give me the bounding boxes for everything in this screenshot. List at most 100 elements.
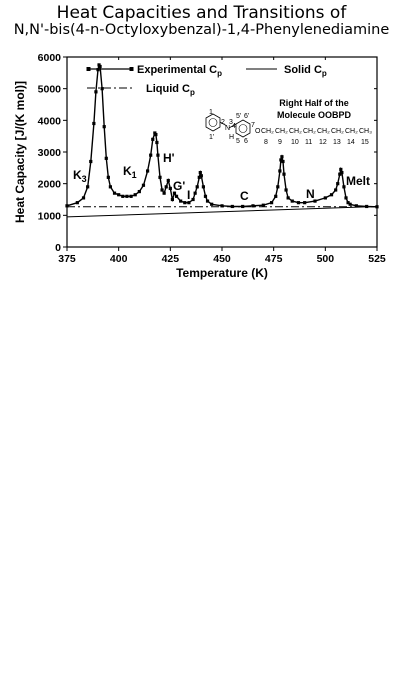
- data-point: [338, 172, 342, 176]
- atom-label-1-prime: 1': [209, 134, 214, 141]
- data-point: [251, 204, 255, 208]
- atom-label-14: 14: [347, 139, 355, 146]
- data-point: [106, 175, 110, 179]
- data-point: [313, 199, 317, 203]
- data-point: [241, 204, 245, 209]
- atom-o: O: [255, 128, 261, 135]
- chain-ch2: CH₂: [289, 128, 302, 135]
- data-point: [279, 158, 283, 162]
- data-point: [172, 191, 177, 195]
- data-point: [340, 170, 344, 175]
- atom-label-10: 10: [291, 139, 299, 146]
- inset-caption-line-1: Right Half of the: [279, 98, 349, 108]
- data-point: [339, 167, 343, 172]
- atom-label-12: 12: [319, 139, 327, 146]
- chart-title-line-2: N,N'-bis(4-n-Octyloxybenzal)-1,4-Phenyle…: [13, 22, 390, 38]
- data-point: [365, 204, 369, 209]
- data-point: [220, 204, 224, 208]
- legend: Experimental Cp Solid Cp Liquid Cp: [86, 64, 327, 97]
- chain-numbers: 8 9 10 11 12 13 14 15: [264, 139, 369, 146]
- data-point: [112, 191, 117, 195]
- data-point: [133, 193, 137, 197]
- data-point: [336, 182, 340, 186]
- data-point: [121, 194, 125, 198]
- atom-label-3: 3: [229, 119, 233, 126]
- y-axis-label: Heat Capacity [J/(K mol)]: [13, 81, 27, 223]
- atom-label-4: 4: [232, 123, 236, 130]
- phenylene-ring: [205, 113, 221, 132]
- atom-label-2: 2: [221, 119, 225, 126]
- atom-n: N: [225, 125, 230, 132]
- heat-capacity-chart: 375 400 425 450 475 500 5250100020003000400050…: [13, 52, 386, 280]
- data-point: [149, 153, 153, 157]
- phase-label-n: N: [306, 187, 315, 201]
- data-point: [98, 64, 102, 69]
- bond-ch: [228, 123, 237, 129]
- phase-label-i: I: [187, 188, 190, 202]
- atom-label-1: 1: [209, 109, 213, 116]
- benzal-ring: [235, 119, 251, 138]
- legend-experimental-marker: [129, 67, 134, 71]
- data-point: [162, 191, 166, 195]
- legend-experimental-marker: [86, 67, 91, 71]
- data-point: [303, 201, 307, 205]
- data-point: [286, 196, 290, 200]
- phase-label-h-prime: H': [163, 151, 175, 165]
- data-point: [323, 196, 327, 200]
- data-point: [160, 188, 164, 192]
- data-point: [75, 201, 79, 205]
- x-tick-label: 450: [213, 253, 231, 265]
- legend-solid-label: Solid Cp: [284, 64, 327, 78]
- data-point: [117, 193, 121, 197]
- atom-h: H: [229, 134, 234, 141]
- marker-group: [65, 63, 379, 209]
- data-point: [274, 194, 278, 198]
- chart-title-line-1: Heat Capacities and Transitions of: [56, 3, 347, 23]
- legend-liquid-label: Liquid Cp: [146, 83, 195, 97]
- data-point: [284, 188, 288, 192]
- x-tick-label: 475: [265, 253, 283, 265]
- data-point: [270, 201, 274, 205]
- data-point: [187, 201, 191, 205]
- data-point: [96, 68, 100, 72]
- data-point: [261, 203, 265, 207]
- x-tick-label: 500: [317, 253, 335, 265]
- data-point: [94, 90, 98, 94]
- data-point: [65, 204, 69, 208]
- aromatic-circle: [208, 118, 218, 127]
- phase-label-c: C: [240, 189, 249, 203]
- chain-ch3: CH₃: [359, 128, 372, 135]
- data-point: [129, 194, 133, 198]
- bond-n: [219, 121, 228, 127]
- data-point: [210, 202, 214, 206]
- chain-ch2: CH₂: [331, 128, 344, 135]
- aromatic-circle: [238, 124, 248, 133]
- data-point: [168, 186, 172, 191]
- data-point: [193, 191, 197, 195]
- data-point: [170, 197, 174, 202]
- data-point: [230, 204, 234, 209]
- data-point: [81, 196, 86, 200]
- figure: Heat Capacities and Transitions of N,N'-…: [0, 0, 403, 300]
- data-point: [198, 170, 202, 175]
- x-tick-label: 400: [110, 253, 128, 265]
- data-point: [201, 185, 205, 189]
- data-point: [375, 205, 379, 209]
- y-tick-label: 3000: [38, 147, 62, 159]
- data-point: [158, 175, 162, 179]
- data-point: [89, 159, 93, 164]
- x-axis-label: Temperature (K): [176, 266, 268, 280]
- phase-label-g-prime: G': [173, 179, 185, 193]
- data-point: [156, 153, 160, 157]
- data-point: [125, 194, 129, 198]
- atom-label-6-prime: 6': [244, 113, 249, 120]
- atom-label-5: 5: [236, 138, 240, 145]
- chain-ch2: CH₂: [261, 128, 274, 135]
- data-point: [342, 185, 346, 189]
- data-point: [290, 199, 294, 203]
- chain-ch2: CH₂: [275, 128, 288, 135]
- data-point: [86, 185, 90, 189]
- data-point: [329, 193, 334, 197]
- data-point: [154, 132, 158, 137]
- atom-label-7: 7: [251, 122, 255, 129]
